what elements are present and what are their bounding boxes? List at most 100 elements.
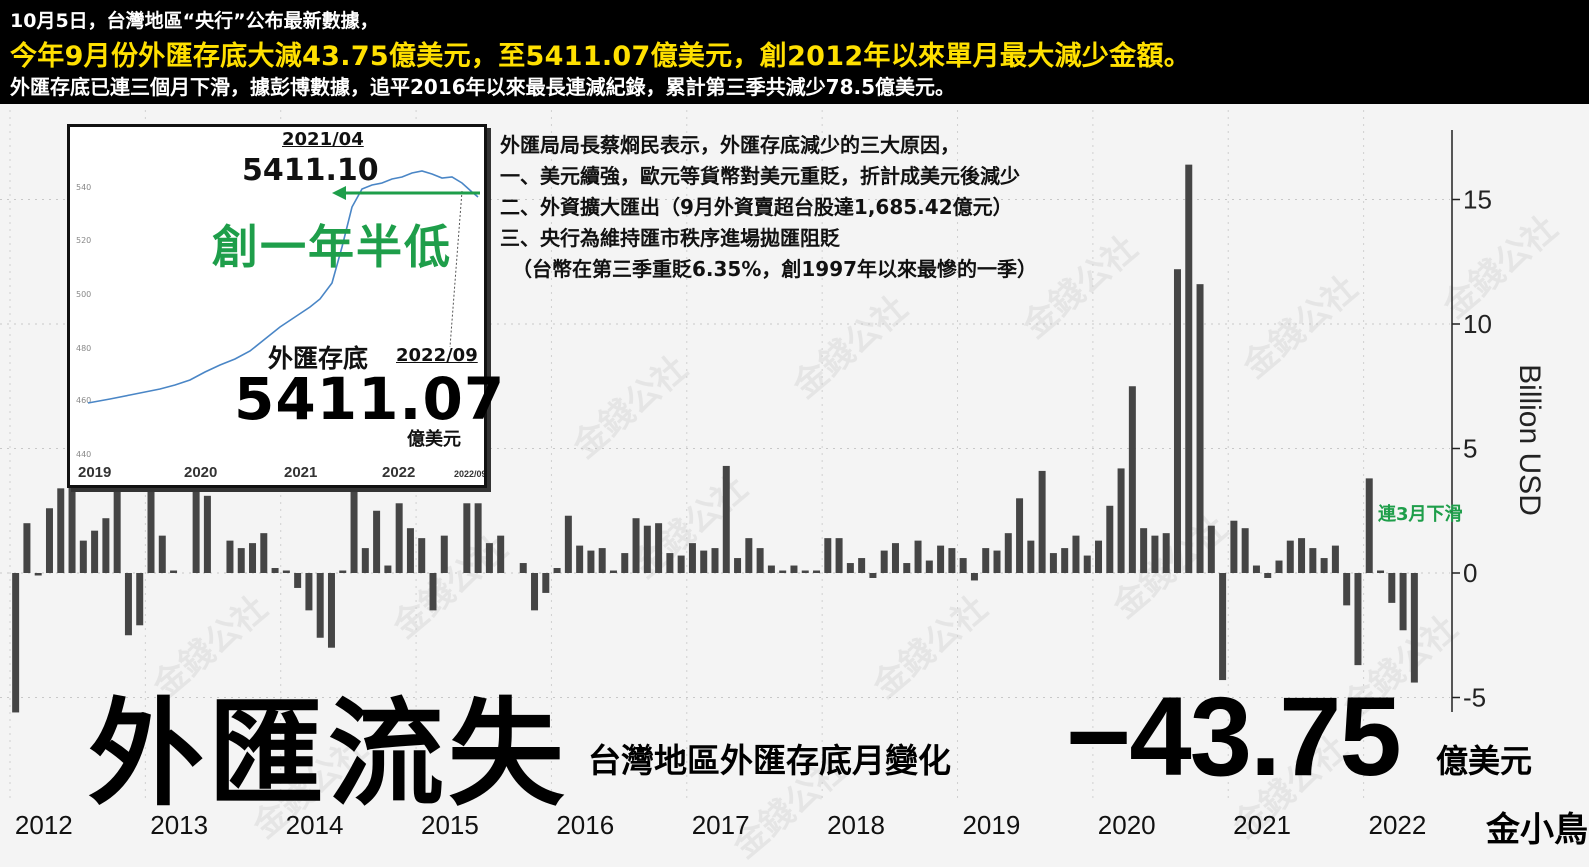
bar-2015-02 <box>429 573 437 611</box>
bar-2014-12 <box>406 528 414 573</box>
decline-annotation: 連3月下滑 <box>1378 504 1463 525</box>
bar-2014-06 <box>339 570 347 573</box>
x-axis-label: 2022 <box>1369 810 1427 840</box>
reason-note: （台幣在第三季重貶6.35%，創1997年以來最慘的一季） <box>512 257 1038 281</box>
bar-2012-02 <box>23 523 31 573</box>
bar-2015-12 <box>542 573 550 593</box>
bar-2013-05 <box>192 490 200 573</box>
inset-peak-value: 5411.10 <box>242 153 379 188</box>
bar-2014-07 <box>350 485 358 573</box>
bar-2017-11 <box>801 570 809 573</box>
x-axis-label: 2017 <box>692 810 750 840</box>
bar-2019-06 <box>1016 498 1024 573</box>
inset-y-labels: 540 520 500 480 460 440 <box>76 183 91 459</box>
bar-2018-03 <box>846 563 854 573</box>
bar-2017-10 <box>790 565 798 573</box>
bar-2022-01 <box>1365 478 1373 573</box>
bar-2022-02 <box>1377 570 1385 573</box>
bar-2019-01 <box>959 558 967 573</box>
bar-2014-03 <box>305 573 313 611</box>
bar-2016-02 <box>564 515 572 573</box>
inset-x-labels: 2019 2020 2021 2022 2022/09 <box>78 464 484 481</box>
bar-2014-02 <box>294 573 302 588</box>
x-axis-label: 2013 <box>150 810 208 840</box>
bar-2017-07 <box>756 548 764 573</box>
bar-2021-07 <box>1298 538 1306 573</box>
bar-2021-05 <box>1275 560 1283 573</box>
bar-2013-11 <box>260 533 268 573</box>
bar-2015-08 <box>497 535 505 573</box>
x-axis-label: 2018 <box>827 810 885 840</box>
bar-2021-08 <box>1309 548 1317 573</box>
bar-2016-05 <box>598 548 606 573</box>
inset-x-label: 2022/09 <box>454 469 484 479</box>
inset-current-value: 5411.07 <box>234 365 506 433</box>
bar-2017-04 <box>722 465 730 573</box>
bar-2017-02 <box>700 550 708 573</box>
bar-2014-08 <box>361 548 369 573</box>
y-axis-ticks: -5 0 5 10 15 <box>1452 185 1492 713</box>
bar-2016-01 <box>553 568 561 573</box>
x-axis-label: 2016 <box>556 810 614 840</box>
bar-2021-03 <box>1252 565 1260 573</box>
reserves-inset-panel: 540 520 500 480 460 440 2019 2020 2021 2022 2022/… <box>67 124 504 488</box>
bar-2020-03 <box>1117 468 1125 573</box>
bar-2015-01 <box>418 538 426 573</box>
chart-subtitle: 台灣地區外匯存底月變化 <box>588 741 951 780</box>
bar-2020-11 <box>1207 525 1215 573</box>
bar-2018-05 <box>869 573 877 578</box>
reasons-block: 外匯局局長蔡烱民表示，外匯存底減少的三大原因， 一、美元續強，歐元等貨幣對美元重… <box>500 130 1037 285</box>
bar-2018-09 <box>914 540 922 573</box>
bar-2015-07 <box>485 543 493 573</box>
bar-2013-12 <box>271 568 279 573</box>
bar-2017-12 <box>813 570 821 573</box>
bar-2021-06 <box>1286 540 1294 573</box>
bar-2021-09 <box>1320 558 1328 573</box>
bar-2012-12 <box>136 573 144 626</box>
inset-y-label: 500 <box>76 290 91 299</box>
bar-2019-07 <box>1027 540 1035 573</box>
brand-logo: 金小鳥 <box>1486 810 1588 850</box>
bar-2016-11 <box>666 553 674 573</box>
bar-2019-08 <box>1038 470 1046 573</box>
headline-line-1: 10月5日，台灣地區“央行”公布最新數據， <box>10 10 379 32</box>
y-tick-label: 5 <box>1463 434 1477 464</box>
bar-2018-06 <box>880 550 888 573</box>
bar-2017-08 <box>767 565 775 573</box>
inset-peak-date: 2021/04 <box>282 129 364 150</box>
inset-y-label: 520 <box>76 236 91 245</box>
bar-2020-04 <box>1128 386 1136 573</box>
bar-2013-06 <box>203 495 211 573</box>
bar-2021-11 <box>1343 573 1351 606</box>
inset-current-date: 2022/09 <box>396 345 478 366</box>
bar-2014-10 <box>384 565 392 573</box>
bar-2022-03 <box>1388 573 1396 603</box>
inset-y-label: 480 <box>76 344 91 353</box>
bar-2022-04 <box>1399 573 1407 631</box>
bar-2019-02 <box>970 573 978 581</box>
x-axis-labels: 2012 2013 2014 2015 2016 2017 2018 2019 2020 2021… <box>15 810 1426 840</box>
bar-2016-04 <box>587 550 595 573</box>
bar-2012-01 <box>12 573 20 713</box>
bar-2014-09 <box>373 510 381 573</box>
bar-2012-07 <box>79 540 87 573</box>
bar-2021-04 <box>1264 573 1272 578</box>
bar-2015-05 <box>463 503 471 573</box>
x-axis-label: 2014 <box>286 810 344 840</box>
bar-2021-02 <box>1241 528 1249 573</box>
bar-2019-11 <box>1072 535 1080 573</box>
bar-2018-11 <box>937 545 945 573</box>
bar-2018-12 <box>948 548 956 573</box>
bar-2016-08 <box>632 518 640 573</box>
reserves-line <box>87 170 479 404</box>
x-axis-label: 2015 <box>421 810 479 840</box>
bar-2018-08 <box>903 563 911 573</box>
reason-3: 三、央行為維持匯市秩序進場拋匯阻貶 <box>500 226 840 250</box>
bar-2020-05 <box>1140 528 1148 573</box>
bar-2019-03 <box>982 548 990 573</box>
bar-2014-04 <box>316 573 324 638</box>
inset-y-label: 540 <box>76 183 91 192</box>
bar-2018-02 <box>835 538 843 573</box>
bar-2015-03 <box>440 535 448 573</box>
bar-2022-05 <box>1410 573 1418 683</box>
